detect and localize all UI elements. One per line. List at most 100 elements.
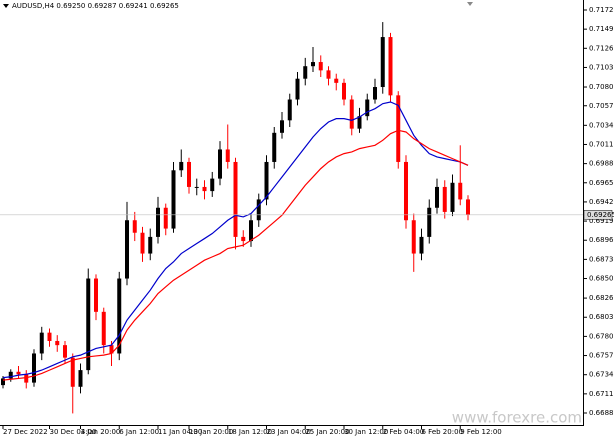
candle-body bbox=[311, 62, 315, 67]
candle-body bbox=[295, 78, 300, 100]
y-tick-label: 0.71035 bbox=[589, 63, 614, 71]
y-tick-label: 0.70575 bbox=[589, 102, 614, 110]
x-tick-label: 25 Jan 20:00 bbox=[305, 428, 349, 436]
candle-body bbox=[225, 149, 230, 162]
candle-body bbox=[86, 278, 91, 371]
candle-body bbox=[318, 62, 323, 71]
x-tick-label: 2 Feb 04:00 bbox=[383, 428, 424, 436]
x-tick-label: 13 Jan 20:00 bbox=[189, 428, 233, 436]
candle-body bbox=[435, 186, 439, 208]
candle-body bbox=[233, 161, 238, 237]
x-tick-label: 11 Jan 04:00 bbox=[158, 428, 202, 436]
current-price-box bbox=[583, 210, 613, 220]
candle-body bbox=[132, 220, 137, 233]
candle-body bbox=[357, 116, 362, 129]
candle-body bbox=[396, 95, 401, 162]
moving-average bbox=[2, 101, 469, 379]
x-tick-label: 6 Feb 20:00 bbox=[422, 428, 463, 436]
candle-body bbox=[241, 236, 246, 242]
candle-body bbox=[342, 82, 346, 100]
candle-body bbox=[194, 186, 199, 188]
candle-body bbox=[148, 236, 153, 254]
candle-body bbox=[179, 161, 184, 171]
candle-body bbox=[39, 332, 44, 354]
candle-body bbox=[458, 182, 463, 200]
candle-body bbox=[171, 170, 176, 229]
candle-body bbox=[442, 186, 447, 212]
y-tick-label: 0.67115 bbox=[589, 390, 614, 398]
candle-body bbox=[334, 78, 339, 83]
candle-body bbox=[466, 199, 470, 215]
y-tick-label: 0.67575 bbox=[589, 352, 614, 360]
candle-body bbox=[287, 99, 292, 121]
candle-body bbox=[427, 207, 432, 237]
candle-body bbox=[411, 220, 416, 254]
x-tick-label: 30 Jan 12:00 bbox=[344, 428, 388, 436]
candle-body bbox=[125, 220, 129, 279]
candle-body bbox=[280, 120, 284, 133]
current-price-label: 0.69265 bbox=[587, 211, 614, 219]
candle-body bbox=[187, 161, 191, 187]
candle-body bbox=[1, 378, 5, 386]
candle-body bbox=[70, 357, 75, 387]
candle-body bbox=[365, 99, 370, 117]
chart-title: AUDUSD,H4 0.69250 0.69287 0.69241 0.6926… bbox=[12, 2, 179, 10]
candle-body bbox=[249, 220, 253, 242]
candle-body bbox=[419, 236, 424, 254]
menu-arrow[interactable] bbox=[3, 4, 9, 8]
candle-body bbox=[32, 353, 36, 383]
candle-body bbox=[404, 161, 408, 221]
candle-body bbox=[63, 345, 67, 358]
y-tick-label: 0.66885 bbox=[589, 409, 614, 417]
x-tick-label: 6 Jan 12:00 bbox=[119, 428, 159, 436]
candle-body bbox=[272, 132, 277, 162]
candle-body bbox=[94, 278, 98, 312]
candle-body bbox=[117, 278, 122, 354]
moving-average bbox=[2, 129, 469, 381]
candle-body bbox=[8, 371, 13, 379]
candle-body bbox=[303, 66, 308, 79]
candle-body bbox=[55, 340, 60, 346]
candle-body bbox=[202, 186, 207, 192]
candle-body bbox=[156, 207, 160, 237]
x-tick-label: 23 Jan 04:00 bbox=[267, 428, 311, 436]
y-tick-label: 0.71725 bbox=[589, 6, 614, 14]
candle-body bbox=[264, 161, 269, 200]
y-tick-label: 0.68035 bbox=[589, 313, 614, 321]
y-tick-label: 0.67805 bbox=[589, 332, 614, 340]
candle-body bbox=[109, 345, 114, 354]
candle-body bbox=[326, 70, 331, 79]
x-tick-label: 30 Dec 04:00 bbox=[50, 428, 97, 436]
scroll-arrow[interactable] bbox=[467, 2, 473, 6]
y-tick-label: 0.71265 bbox=[589, 44, 614, 52]
candle-body bbox=[24, 374, 29, 383]
y-tick-label: 0.68265 bbox=[589, 294, 614, 302]
candle-body bbox=[16, 371, 21, 375]
candle-body bbox=[47, 332, 52, 341]
x-tick-label: 27 Dec 2022 bbox=[3, 428, 48, 436]
candle-body bbox=[256, 199, 261, 221]
x-tick-label: 9 Feb 12:00 bbox=[460, 428, 501, 436]
y-tick-label: 0.67345 bbox=[589, 371, 614, 379]
y-tick-label: 0.71495 bbox=[589, 25, 614, 33]
candle-body bbox=[373, 87, 377, 100]
candle-body bbox=[450, 182, 455, 212]
x-tick-label: 3 Jan 20:00 bbox=[81, 428, 121, 436]
candle-body bbox=[163, 207, 168, 229]
candle-body bbox=[210, 178, 215, 192]
x-tick-label: 18 Jan 12:00 bbox=[228, 428, 272, 436]
candle-body bbox=[140, 232, 145, 254]
candle-body bbox=[388, 37, 393, 96]
candle-body bbox=[78, 370, 83, 387]
